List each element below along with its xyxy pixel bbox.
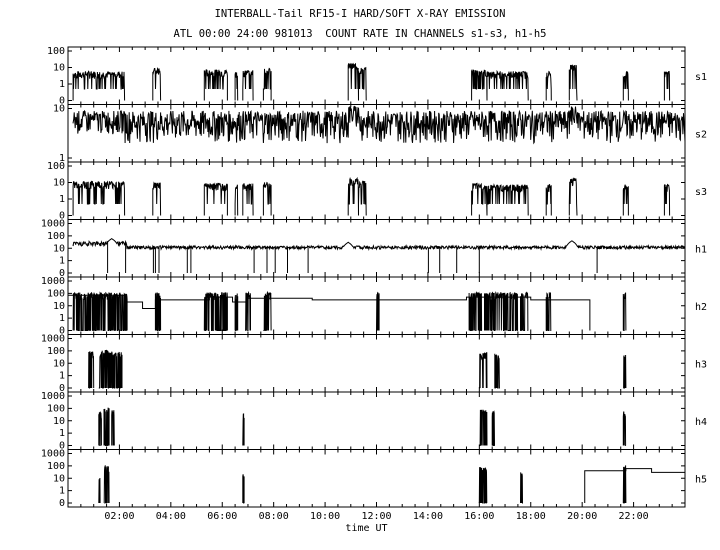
y-tick-label: 0: [59, 498, 65, 509]
x-tick-label: 14:00: [413, 511, 443, 522]
chart-subtitle: ATL 00:00 24:00 981013 COUNT RATE IN CHA…: [173, 28, 547, 40]
data-trace: [72, 62, 671, 101]
y-tick-label: 100: [47, 346, 65, 357]
x-tick-label: 22:00: [619, 511, 649, 522]
y-tick-label: 1000: [41, 391, 65, 402]
data-trace: [72, 290, 627, 331]
x-tick-label: 18:00: [516, 511, 546, 522]
y-tick-label: 100: [47, 403, 65, 414]
y-tick-label: 1: [59, 428, 65, 439]
x-tick-label: 06:00: [207, 511, 237, 522]
y-tick-label: 0: [59, 211, 65, 222]
y-tick-label: 1: [59, 256, 65, 267]
y-tick-label: 1000: [41, 219, 65, 230]
y-tick-label: 0: [59, 96, 65, 107]
y-tick-label: 100: [47, 46, 65, 57]
panel-label: h1: [695, 244, 707, 255]
y-tick-label: 100: [47, 161, 65, 172]
panel-label: h2: [695, 302, 707, 313]
x-tick-label: 10:00: [310, 511, 340, 522]
y-tick-label: 100: [47, 231, 65, 242]
y-tick-label: 1000: [41, 334, 65, 345]
x-tick-label: 16:00: [464, 511, 494, 522]
y-tick-label: 0: [59, 326, 65, 337]
y-tick-label: 10: [53, 301, 65, 312]
y-tick-label: 0: [59, 441, 65, 452]
x-tick-label: 08:00: [259, 511, 289, 522]
x-axis-label: time UT: [345, 523, 387, 534]
x-tick-label: 02:00: [104, 511, 134, 522]
y-tick-label: 1: [59, 313, 65, 324]
y-tick-label: 10: [53, 178, 65, 189]
y-tick-label: 1: [59, 153, 65, 164]
panel-label: h3: [695, 359, 707, 370]
y-tick-label: 1: [59, 79, 65, 90]
panel-label: h4: [695, 417, 707, 428]
y-tick-label: 10: [53, 358, 65, 369]
y-tick-label: 10: [53, 473, 65, 484]
y-tick-label: 0: [59, 268, 65, 279]
y-tick-label: 1: [59, 486, 65, 497]
chart-title: INTERBALL-Tail RF15-I HARD/SOFT X-RAY EM…: [214, 8, 506, 20]
panel-frame: [67, 334, 686, 393]
data-trace: [72, 237, 686, 273]
panel-label: s3: [695, 187, 707, 198]
panel-frame: [67, 391, 686, 450]
y-tick-label: 10: [53, 416, 65, 427]
x-tick-label: 04:00: [156, 511, 186, 522]
y-tick-label: 10: [53, 104, 65, 115]
x-tick-label: 12:00: [361, 511, 391, 522]
y-tick-label: 1: [59, 194, 65, 205]
data-trace: [98, 407, 627, 446]
y-tick-label: 0: [59, 383, 65, 394]
panel-label: h5: [695, 474, 707, 485]
y-tick-label: 1: [59, 371, 65, 382]
data-trace: [98, 465, 627, 504]
panel-label: s2: [695, 129, 707, 140]
panel-s2: 10 1 s2: [53, 104, 707, 165]
y-tick-label: 1000: [41, 449, 65, 460]
panel-label: s1: [695, 72, 707, 83]
panel-frame: [67, 449, 686, 508]
data-trace: [72, 176, 671, 216]
y-tick-label: 1000: [41, 276, 65, 287]
data-trace: [88, 349, 627, 389]
y-tick-label: 100: [47, 288, 65, 299]
x-tick-label: 20:00: [567, 511, 597, 522]
y-tick-label: 10: [53, 243, 65, 254]
data-trace: [72, 105, 686, 145]
y-tick-label: 100: [47, 461, 65, 472]
step-trace: [68, 294, 591, 331]
y-tick-label: 10: [53, 63, 65, 74]
step-trace: [584, 468, 685, 503]
